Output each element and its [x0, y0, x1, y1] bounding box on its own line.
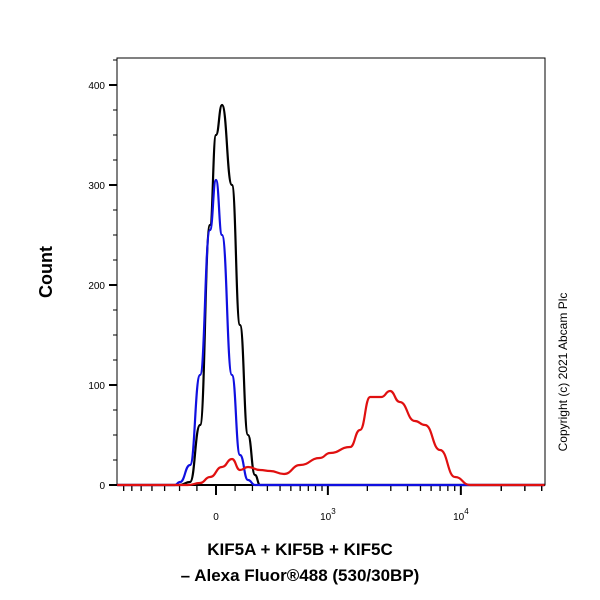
y-tick-label: 200	[88, 281, 105, 292]
copyright-text: Copyright (c) 2021 Abcam Plc	[556, 293, 570, 452]
y-tick-label: 400	[88, 81, 105, 92]
x-tick-label: 103	[320, 507, 336, 523]
x-tick-label: 104	[453, 507, 469, 523]
isotype-control-curve-black	[117, 103, 545, 487]
y-axis-label: Count	[36, 246, 56, 298]
y-tick-label: 300	[88, 181, 105, 192]
kif5-stained-curve-red	[117, 389, 545, 487]
unstained-curve-blue	[117, 178, 545, 487]
plot-frame	[116, 57, 546, 486]
x-axis-label-line1: KIF5A + KIF5B + KIF5C	[207, 540, 393, 559]
x-tick-label: 0	[213, 512, 219, 523]
y-tick-label: 100	[88, 381, 105, 392]
y-tick-label: 0	[99, 481, 105, 492]
x-axis-label-line2: – Alexa Fluor®488 (530/30BP)	[180, 566, 420, 585]
